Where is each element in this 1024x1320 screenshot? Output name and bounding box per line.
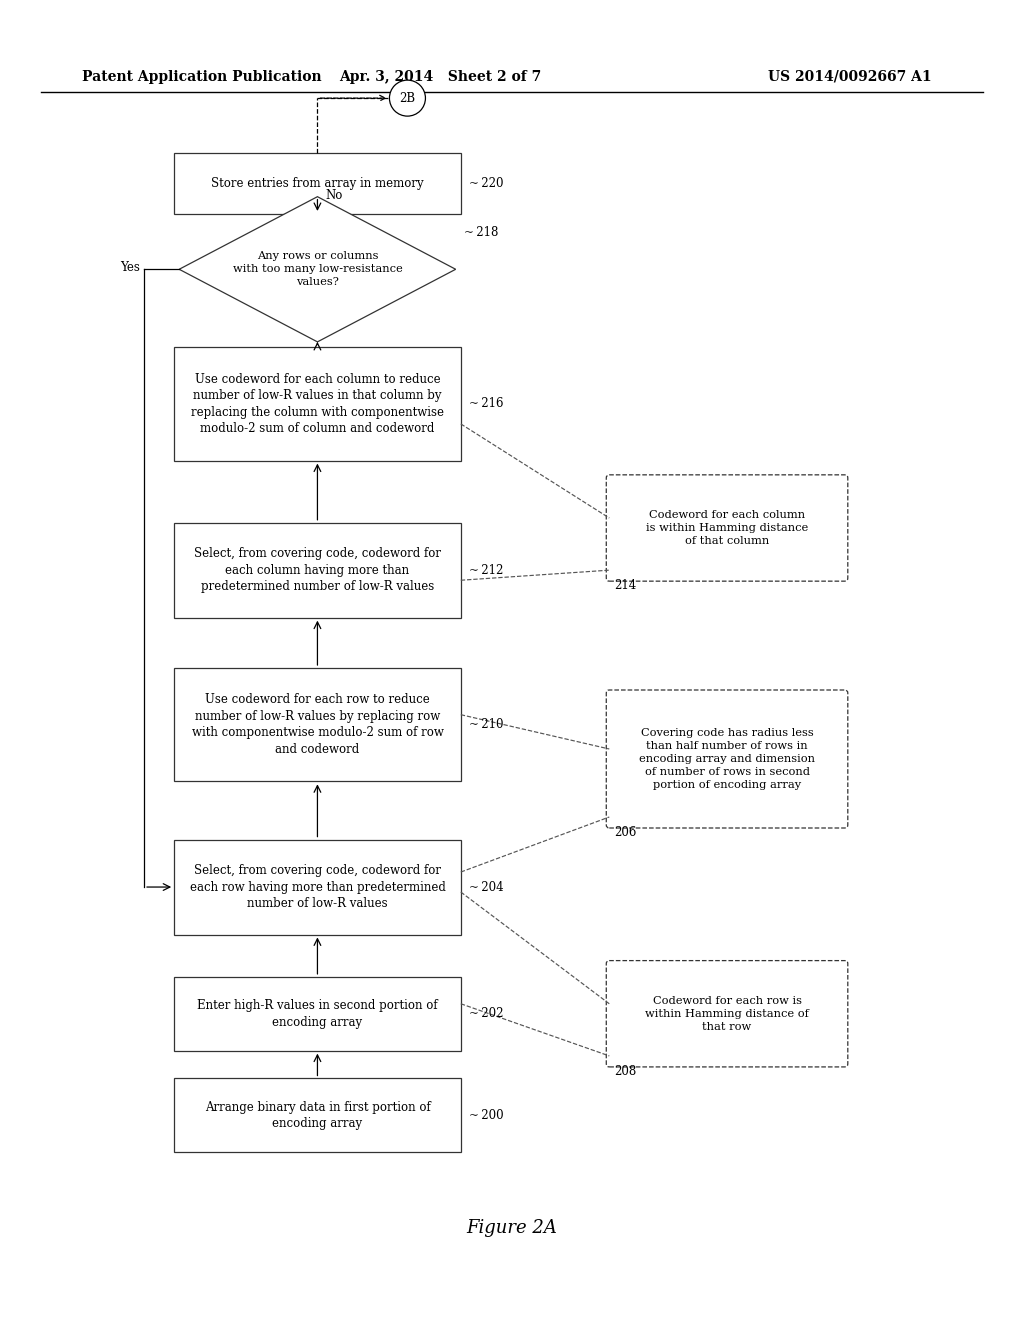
- Text: Figure 2A: Figure 2A: [467, 1218, 557, 1237]
- Text: Select, from covering code, codeword for
each column having more than
predetermi: Select, from covering code, codeword for…: [194, 548, 441, 593]
- Text: ~ 204: ~ 204: [469, 880, 504, 894]
- Text: US 2014/0092667 A1: US 2014/0092667 A1: [768, 70, 932, 83]
- Text: Yes: Yes: [120, 261, 140, 275]
- FancyBboxPatch shape: [174, 1078, 461, 1152]
- Text: ~ 200: ~ 200: [469, 1109, 504, 1122]
- FancyBboxPatch shape: [174, 153, 461, 214]
- Text: Codeword for each row is
within Hamming distance of
that row: Codeword for each row is within Hamming …: [645, 997, 809, 1031]
- Circle shape: [389, 81, 425, 116]
- Text: Use codeword for each column to reduce
number of low-R values in that column by
: Use codeword for each column to reduce n…: [190, 372, 444, 436]
- Text: No: No: [326, 189, 343, 202]
- FancyBboxPatch shape: [606, 961, 848, 1067]
- Text: Use codeword for each row to reduce
number of low-R values by replacing row
with: Use codeword for each row to reduce numb…: [191, 693, 443, 756]
- FancyBboxPatch shape: [174, 523, 461, 618]
- Text: ~ 216: ~ 216: [469, 397, 504, 411]
- FancyBboxPatch shape: [606, 690, 848, 828]
- Text: Patent Application Publication: Patent Application Publication: [82, 70, 322, 83]
- Text: Covering code has radius less
than half number of rows in
encoding array and dim: Covering code has radius less than half …: [639, 729, 815, 789]
- Text: Enter high-R values in second portion of
encoding array: Enter high-R values in second portion of…: [198, 999, 437, 1028]
- Text: Store entries from array in memory: Store entries from array in memory: [211, 177, 424, 190]
- Text: ~ 202: ~ 202: [469, 1007, 504, 1020]
- Text: 214: 214: [614, 579, 637, 593]
- Text: 2B: 2B: [399, 91, 416, 104]
- Text: 206: 206: [614, 826, 637, 840]
- FancyBboxPatch shape: [174, 347, 461, 461]
- Text: Apr. 3, 2014   Sheet 2 of 7: Apr. 3, 2014 Sheet 2 of 7: [339, 70, 542, 83]
- FancyBboxPatch shape: [174, 668, 461, 781]
- Text: ~ 210: ~ 210: [469, 718, 504, 731]
- FancyBboxPatch shape: [606, 475, 848, 581]
- FancyBboxPatch shape: [174, 840, 461, 935]
- Text: ~ 220: ~ 220: [469, 177, 504, 190]
- Text: Select, from covering code, codeword for
each row having more than predetermined: Select, from covering code, codeword for…: [189, 865, 445, 909]
- Text: ~ 218: ~ 218: [464, 227, 498, 239]
- Text: Arrange binary data in first portion of
encoding array: Arrange binary data in first portion of …: [205, 1101, 430, 1130]
- Text: 208: 208: [614, 1065, 637, 1078]
- FancyBboxPatch shape: [174, 977, 461, 1051]
- Text: Codeword for each column
is within Hamming distance
of that column: Codeword for each column is within Hammi…: [646, 511, 808, 545]
- Text: ~ 212: ~ 212: [469, 564, 503, 577]
- Polygon shape: [179, 197, 456, 342]
- Text: Any rows or columns
with too many low-resistance
values?: Any rows or columns with too many low-re…: [232, 252, 402, 286]
